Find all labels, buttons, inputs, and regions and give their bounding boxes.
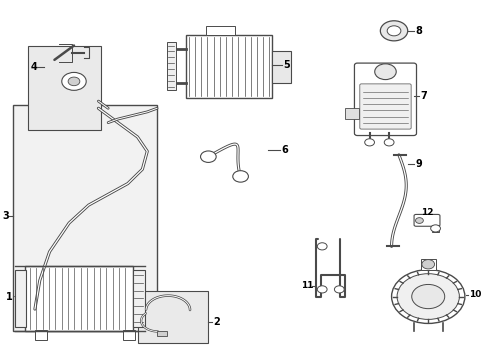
Text: 2: 2 [213,317,220,327]
Circle shape [318,286,327,293]
Bar [157,330,167,336]
Text: 12: 12 [421,208,433,217]
Bar [15,270,26,327]
Circle shape [416,218,423,224]
Bar [25,266,133,330]
Bar [27,45,101,130]
Bar [186,35,272,98]
Circle shape [422,260,435,269]
Text: 5: 5 [283,60,290,70]
Bar [133,270,145,327]
Circle shape [431,225,441,232]
FancyBboxPatch shape [360,84,411,129]
FancyBboxPatch shape [414,215,440,226]
Bar [138,291,208,343]
Bar [13,105,157,330]
Circle shape [334,286,344,293]
Circle shape [384,139,394,146]
Text: 9: 9 [415,159,422,169]
Circle shape [375,64,396,80]
Circle shape [380,21,408,41]
Bar [432,225,440,232]
Bar [421,259,436,270]
Bar [35,329,47,339]
Circle shape [200,151,216,162]
Text: 8: 8 [415,26,422,36]
Bar [206,26,235,35]
Text: 7: 7 [420,91,427,101]
Text: 3: 3 [2,211,9,221]
Text: 4: 4 [31,62,38,72]
Circle shape [412,284,445,309]
Circle shape [387,26,401,36]
Circle shape [62,72,86,90]
Bar [167,42,175,90]
FancyBboxPatch shape [354,63,416,135]
Circle shape [397,274,460,319]
Text: 10: 10 [469,290,481,299]
Circle shape [365,139,374,146]
Bar [123,329,135,339]
Bar [272,51,292,83]
Circle shape [392,270,465,323]
Circle shape [233,171,248,182]
Text: 11: 11 [301,281,314,290]
Circle shape [68,77,80,86]
Text: 1: 1 [5,292,12,302]
Text: 6: 6 [282,144,289,154]
Bar [345,108,359,119]
Circle shape [318,243,327,250]
